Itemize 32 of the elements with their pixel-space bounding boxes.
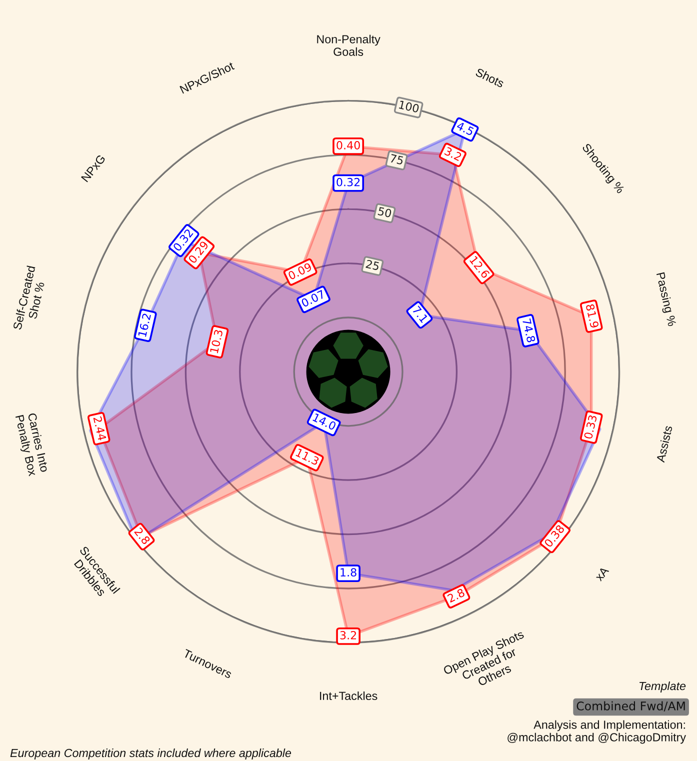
y-tick-label: 75 — [390, 154, 404, 165]
text: 2.44 — [93, 416, 106, 441]
spoke-label: Shots — [475, 68, 505, 88]
text: 0.09 — [288, 262, 312, 280]
text: Template — [639, 682, 686, 692]
text: 74.8 — [522, 318, 536, 343]
spoke-label: Assists — [656, 425, 672, 463]
text: 2.8 — [134, 527, 151, 545]
text: Analysis and Implementation: @mclachbot and @ChicagoDmitry — [508, 720, 686, 744]
text: 10.3 — [210, 329, 223, 354]
text: 0.33 — [584, 414, 598, 440]
spoke-label: Int+Tackles — [320, 691, 378, 700]
y-tick-label: 100 — [398, 100, 420, 113]
spoke-label: Carries Into Penalty Box — [13, 412, 50, 477]
text: 4.5 — [456, 121, 474, 136]
y-tick-label: 25 — [366, 260, 380, 271]
y-tick-label: 50 — [378, 206, 392, 218]
text: 2.8 — [447, 588, 466, 603]
spoke-label: Non-Penalty Goals — [317, 34, 380, 56]
text: 3.2 — [340, 631, 356, 640]
text: 11.3 — [296, 448, 320, 466]
spoke-label: xA — [594, 566, 610, 582]
text: 1.8 — [340, 568, 356, 577]
text: 7.1 — [412, 306, 428, 323]
text: European Competition stats included where applicable — [10, 748, 292, 760]
spoke-label: Passing % — [654, 272, 677, 328]
text: 16.2 — [138, 313, 151, 337]
text: Combined Fwd/AM — [576, 701, 685, 712]
text: 14.0 — [312, 413, 337, 430]
text: 81.9 — [586, 304, 599, 328]
text: 0.07 — [300, 290, 326, 308]
text: 3.2 — [444, 146, 462, 161]
